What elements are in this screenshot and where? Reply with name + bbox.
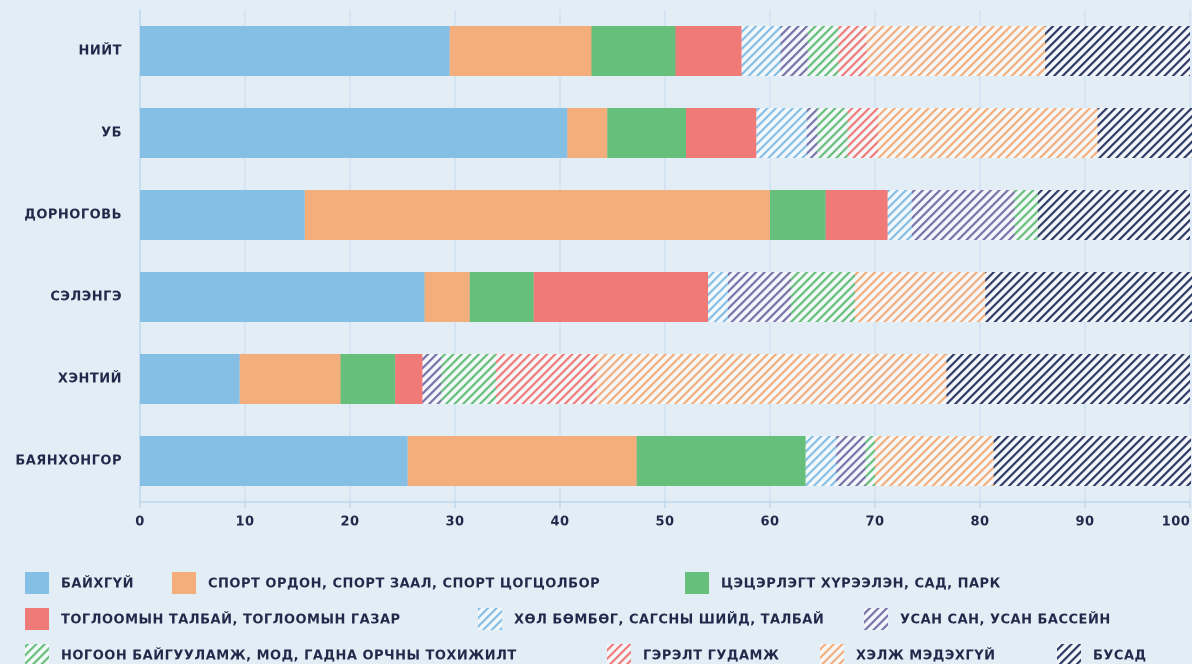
bar-segment bbox=[449, 26, 592, 76]
bar-segment bbox=[946, 354, 1190, 404]
bar-segment bbox=[441, 354, 496, 404]
x-tick-label: 100 bbox=[1162, 515, 1191, 530]
x-tick-label: 90 bbox=[1075, 515, 1094, 530]
bar-segment bbox=[304, 190, 770, 240]
y-tick-label: ХЭНТИЙ bbox=[58, 371, 122, 387]
bar-segment bbox=[806, 108, 818, 158]
bar-segment bbox=[422, 354, 442, 404]
x-tick-label: 50 bbox=[655, 515, 674, 530]
legend-label: УСАН САН, УСАН БАССЕЙН bbox=[900, 612, 1111, 628]
bar-segment bbox=[875, 436, 994, 486]
bar-segment bbox=[887, 190, 912, 240]
x-tick-label: 0 bbox=[135, 515, 145, 530]
x-tick-label: 30 bbox=[445, 515, 464, 530]
legend-label: ЦЭЦЭРЛЭГТ ХҮРЭЭЛЭН, САД, ПАРК bbox=[721, 577, 1001, 592]
bar-segment bbox=[140, 26, 450, 76]
bar-segment bbox=[636, 436, 806, 486]
y-tick-label: НИЙТ bbox=[78, 43, 122, 59]
bar-segment bbox=[395, 354, 423, 404]
bar-segment bbox=[756, 108, 807, 158]
bar-segment bbox=[239, 354, 341, 404]
bar-segment bbox=[805, 436, 837, 486]
y-tick-label: БАЯНХОНГОР bbox=[15, 454, 122, 469]
bar-segment bbox=[866, 26, 1046, 76]
bar-segment bbox=[407, 436, 637, 486]
legend-swatch bbox=[25, 644, 49, 664]
bar-segment bbox=[838, 26, 867, 76]
bar-segment bbox=[140, 354, 240, 404]
bar-segment bbox=[728, 272, 791, 322]
y-tick-label: УБ bbox=[101, 126, 122, 141]
bar-segment bbox=[770, 190, 826, 240]
bar-segment bbox=[791, 272, 856, 322]
legend-label: ХӨЛ БӨМБӨГ, САГСНЫ ШИЙД, ТАЛБАЙ bbox=[514, 612, 824, 628]
y-tick-label: ДОРНОГОВЬ bbox=[24, 208, 122, 223]
bar-segment bbox=[140, 436, 408, 486]
bar-segment bbox=[825, 190, 888, 240]
bar-segment bbox=[817, 108, 848, 158]
bar-segment bbox=[878, 108, 1098, 158]
x-tick-label: 80 bbox=[970, 515, 989, 530]
bar-segment bbox=[1045, 26, 1190, 76]
legend-swatch bbox=[685, 572, 709, 594]
bar-segment bbox=[686, 108, 757, 158]
legend-label: ГЭРЭЛТ ГУДАМЖ bbox=[643, 649, 779, 664]
bar-segment bbox=[567, 108, 608, 158]
bar-segment bbox=[424, 272, 470, 322]
legend-label: БАЙХГҮЙ bbox=[61, 576, 134, 592]
bar-segment bbox=[140, 272, 425, 322]
legend-swatch bbox=[25, 608, 49, 630]
y-tick-label: СЭЛЭНГЭ bbox=[50, 290, 122, 305]
bar-segment bbox=[741, 26, 781, 76]
bar-segment bbox=[865, 436, 875, 486]
legend-label: СПОРТ ОРДОН, СПОРТ ЗААЛ, СПОРТ ЦОГЦОЛБОР bbox=[208, 577, 600, 592]
bar-segment bbox=[911, 190, 1015, 240]
x-tick-label: 40 bbox=[550, 515, 569, 530]
bar-segment bbox=[140, 190, 305, 240]
bar-segment bbox=[591, 26, 676, 76]
bar-segment bbox=[533, 272, 709, 322]
bar-segment bbox=[855, 272, 986, 322]
legend-swatch bbox=[864, 608, 888, 630]
x-tick-label: 60 bbox=[760, 515, 779, 530]
bar-segment bbox=[847, 108, 879, 158]
legend-label: НОГООН БАЙГУУЛАМЖ, МОД, ГАДНА ОРЧНЫ ТОХИ… bbox=[61, 648, 517, 664]
legend-swatch bbox=[607, 644, 631, 664]
bar-segment bbox=[780, 26, 808, 76]
bar-segment bbox=[1037, 190, 1190, 240]
legend-swatch bbox=[820, 644, 844, 664]
x-tick-label: 70 bbox=[865, 515, 884, 530]
bar-segment bbox=[495, 354, 597, 404]
bar-segment bbox=[607, 108, 686, 158]
bar-segment bbox=[993, 436, 1192, 486]
bar-segment bbox=[985, 272, 1192, 322]
legend-swatch bbox=[25, 572, 49, 594]
legend-label: БУСАД bbox=[1093, 649, 1147, 664]
bar-segment bbox=[836, 436, 866, 486]
legend-label: ТОГЛООМЫН ТАЛБАЙ, ТОГЛООМЫН ГАЗАР bbox=[61, 612, 401, 628]
legend-swatch bbox=[172, 572, 196, 594]
bar-segment bbox=[596, 354, 947, 404]
legend-swatch bbox=[478, 608, 502, 630]
bar-segment bbox=[469, 272, 534, 322]
legend-label: ХЭЛЖ МЭДЭХГҮЙ bbox=[856, 648, 996, 664]
bar-segment bbox=[708, 272, 728, 322]
bar-segment bbox=[807, 26, 839, 76]
bar-segment bbox=[140, 108, 568, 158]
x-tick-label: 10 bbox=[235, 515, 254, 530]
bar-segment bbox=[1097, 108, 1192, 158]
bar-segment bbox=[340, 354, 396, 404]
x-tick-label: 20 bbox=[340, 515, 359, 530]
legend-swatch bbox=[1057, 644, 1081, 664]
bar-segment bbox=[1014, 190, 1038, 240]
bar-segment bbox=[675, 26, 742, 76]
